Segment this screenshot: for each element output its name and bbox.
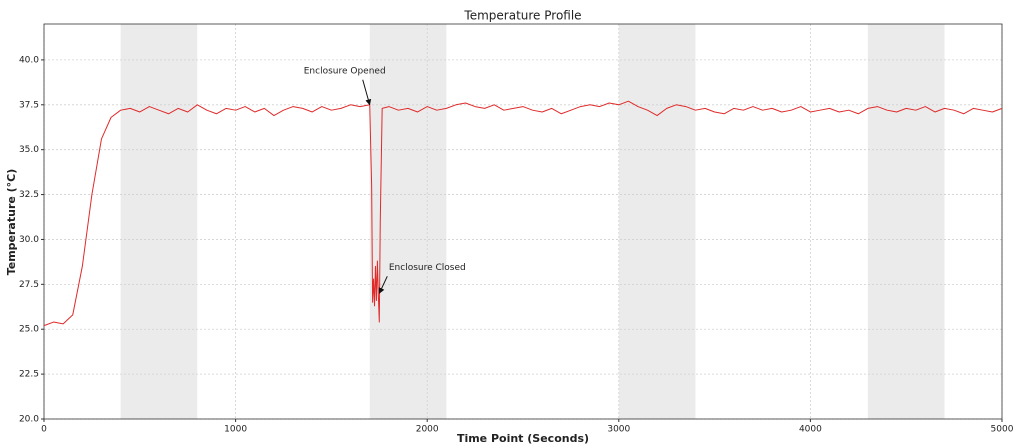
x-axis-label: Time Point (Seconds)	[457, 432, 589, 445]
x-tick-label: 5000	[991, 425, 1014, 435]
y-tick-label: 25.0	[19, 325, 39, 335]
annotation-text: Enclosure Opened	[304, 66, 386, 76]
shaded-span	[369, 24, 447, 419]
y-tick-label: 37.5	[19, 100, 39, 110]
annotation-arrow	[378, 276, 388, 294]
plot-frame	[43, 23, 1003, 420]
shaded-span	[867, 24, 945, 419]
shaded-span	[120, 24, 198, 419]
annotation-arrow	[362, 79, 372, 106]
y-tick-label: 40.0	[19, 55, 39, 65]
x-tick-label: 3000	[607, 425, 630, 435]
y-tick-label: 20.0	[19, 415, 39, 425]
y-tick-label: 35.0	[19, 145, 39, 155]
chart-title: Temperature Profile	[463, 9, 581, 23]
y-tick-label: 27.5	[19, 280, 39, 290]
shaded-span	[618, 24, 696, 419]
y-tick-label: 22.5	[19, 370, 39, 380]
data-line	[43, 100, 1003, 327]
x-tick-label: 1000	[224, 425, 247, 435]
y-tick-label: 30.0	[19, 235, 39, 245]
x-tick-label: 0	[41, 425, 47, 435]
y-tick-label: 32.5	[19, 190, 39, 200]
y-axis-label: Temperature (°C)	[5, 169, 18, 276]
annotation-text: Enclosure Closed	[389, 263, 466, 273]
x-tick-label: 2000	[416, 425, 439, 435]
x-tick-label: 4000	[799, 425, 822, 435]
